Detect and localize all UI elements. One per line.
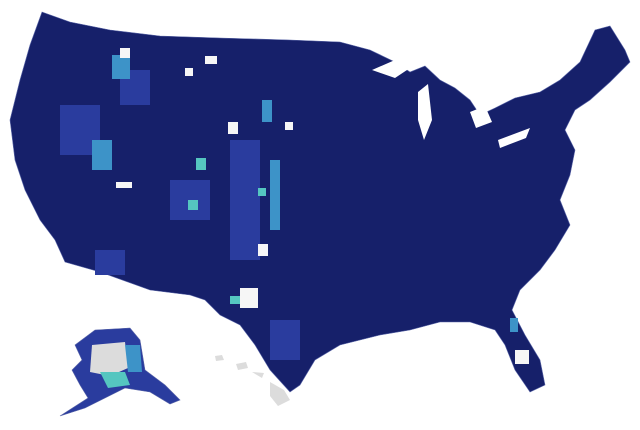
county bbox=[188, 200, 198, 210]
county bbox=[270, 320, 300, 360]
hawaii bbox=[270, 382, 290, 406]
lake bbox=[418, 84, 432, 140]
county bbox=[240, 288, 258, 308]
county bbox=[515, 350, 529, 364]
county bbox=[258, 244, 268, 256]
county bbox=[95, 250, 125, 275]
alaska-region bbox=[125, 345, 142, 372]
county bbox=[228, 122, 238, 134]
hawaii bbox=[236, 362, 248, 370]
hawaii bbox=[215, 355, 224, 361]
county bbox=[510, 318, 518, 332]
lake bbox=[470, 106, 492, 128]
alaska-region bbox=[100, 372, 130, 388]
county bbox=[120, 48, 130, 58]
county bbox=[262, 100, 272, 122]
hawaii bbox=[252, 372, 264, 378]
county bbox=[258, 188, 266, 196]
lake bbox=[372, 60, 410, 78]
county bbox=[270, 160, 280, 230]
county bbox=[196, 158, 206, 170]
county bbox=[230, 296, 240, 304]
county bbox=[185, 68, 193, 76]
county bbox=[92, 140, 112, 170]
alaska-region bbox=[90, 342, 128, 376]
lake bbox=[498, 128, 530, 148]
county bbox=[205, 56, 217, 64]
county bbox=[230, 140, 260, 260]
county bbox=[116, 182, 132, 188]
contiguous-us bbox=[9, 11, 631, 393]
county bbox=[285, 122, 293, 130]
county bbox=[112, 55, 130, 79]
